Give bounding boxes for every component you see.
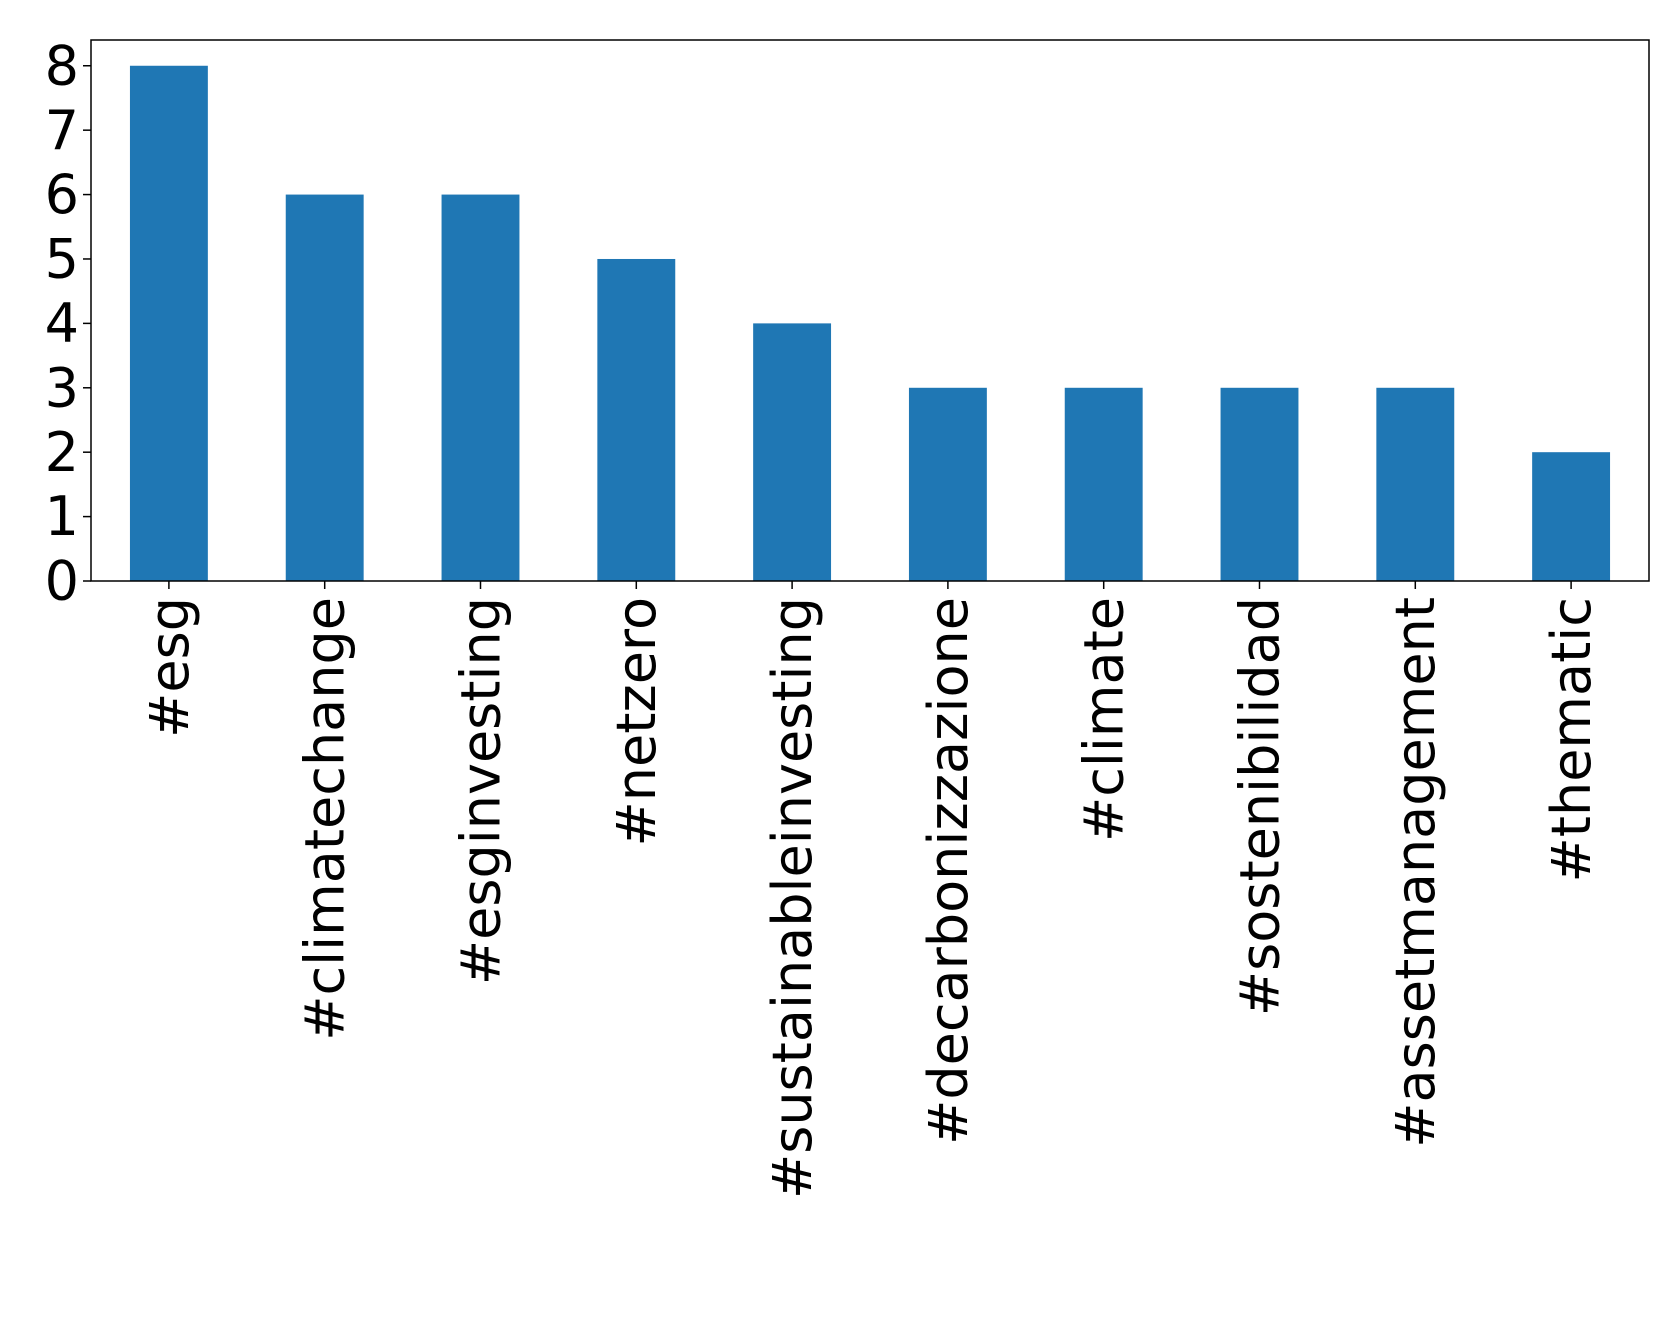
bar bbox=[285, 194, 364, 582]
x-tick-label: #sostenibilidad bbox=[1228, 597, 1291, 1016]
y-tick-label: 3 bbox=[45, 356, 79, 419]
y-tick-label: 6 bbox=[45, 163, 79, 226]
x-tick-label: #netzero bbox=[605, 597, 668, 847]
y-tick-label: 7 bbox=[45, 99, 79, 162]
y-tick-label: 5 bbox=[45, 228, 79, 291]
bar bbox=[1220, 387, 1299, 581]
bar bbox=[1064, 387, 1143, 581]
bar bbox=[597, 258, 676, 581]
plot-frame bbox=[90, 39, 1650, 582]
x-tick-label: #sustainableinvesting bbox=[761, 597, 824, 1199]
x-tick-label: #assetmanagement bbox=[1384, 597, 1447, 1148]
x-tick-label: #esg bbox=[138, 597, 201, 738]
bar bbox=[129, 65, 208, 581]
y-tick-label: 2 bbox=[45, 421, 79, 484]
y-tick-label: 8 bbox=[45, 34, 79, 97]
x-tick-label: #thematic bbox=[1540, 597, 1603, 882]
x-tick-label: #climatechange bbox=[294, 597, 357, 1041]
y-tick-label: 1 bbox=[45, 485, 79, 548]
bar bbox=[908, 387, 987, 581]
bar bbox=[1532, 452, 1611, 581]
x-tick-label: #climate bbox=[1073, 597, 1136, 842]
x-tick-label: #esginvesting bbox=[449, 597, 512, 985]
y-tick-label: 0 bbox=[45, 550, 79, 613]
x-tick-label: #decarbonizzazione bbox=[917, 597, 980, 1145]
y-tick-label: 4 bbox=[45, 292, 79, 355]
bar bbox=[753, 323, 832, 581]
bar bbox=[441, 194, 520, 582]
bar bbox=[1376, 387, 1455, 581]
